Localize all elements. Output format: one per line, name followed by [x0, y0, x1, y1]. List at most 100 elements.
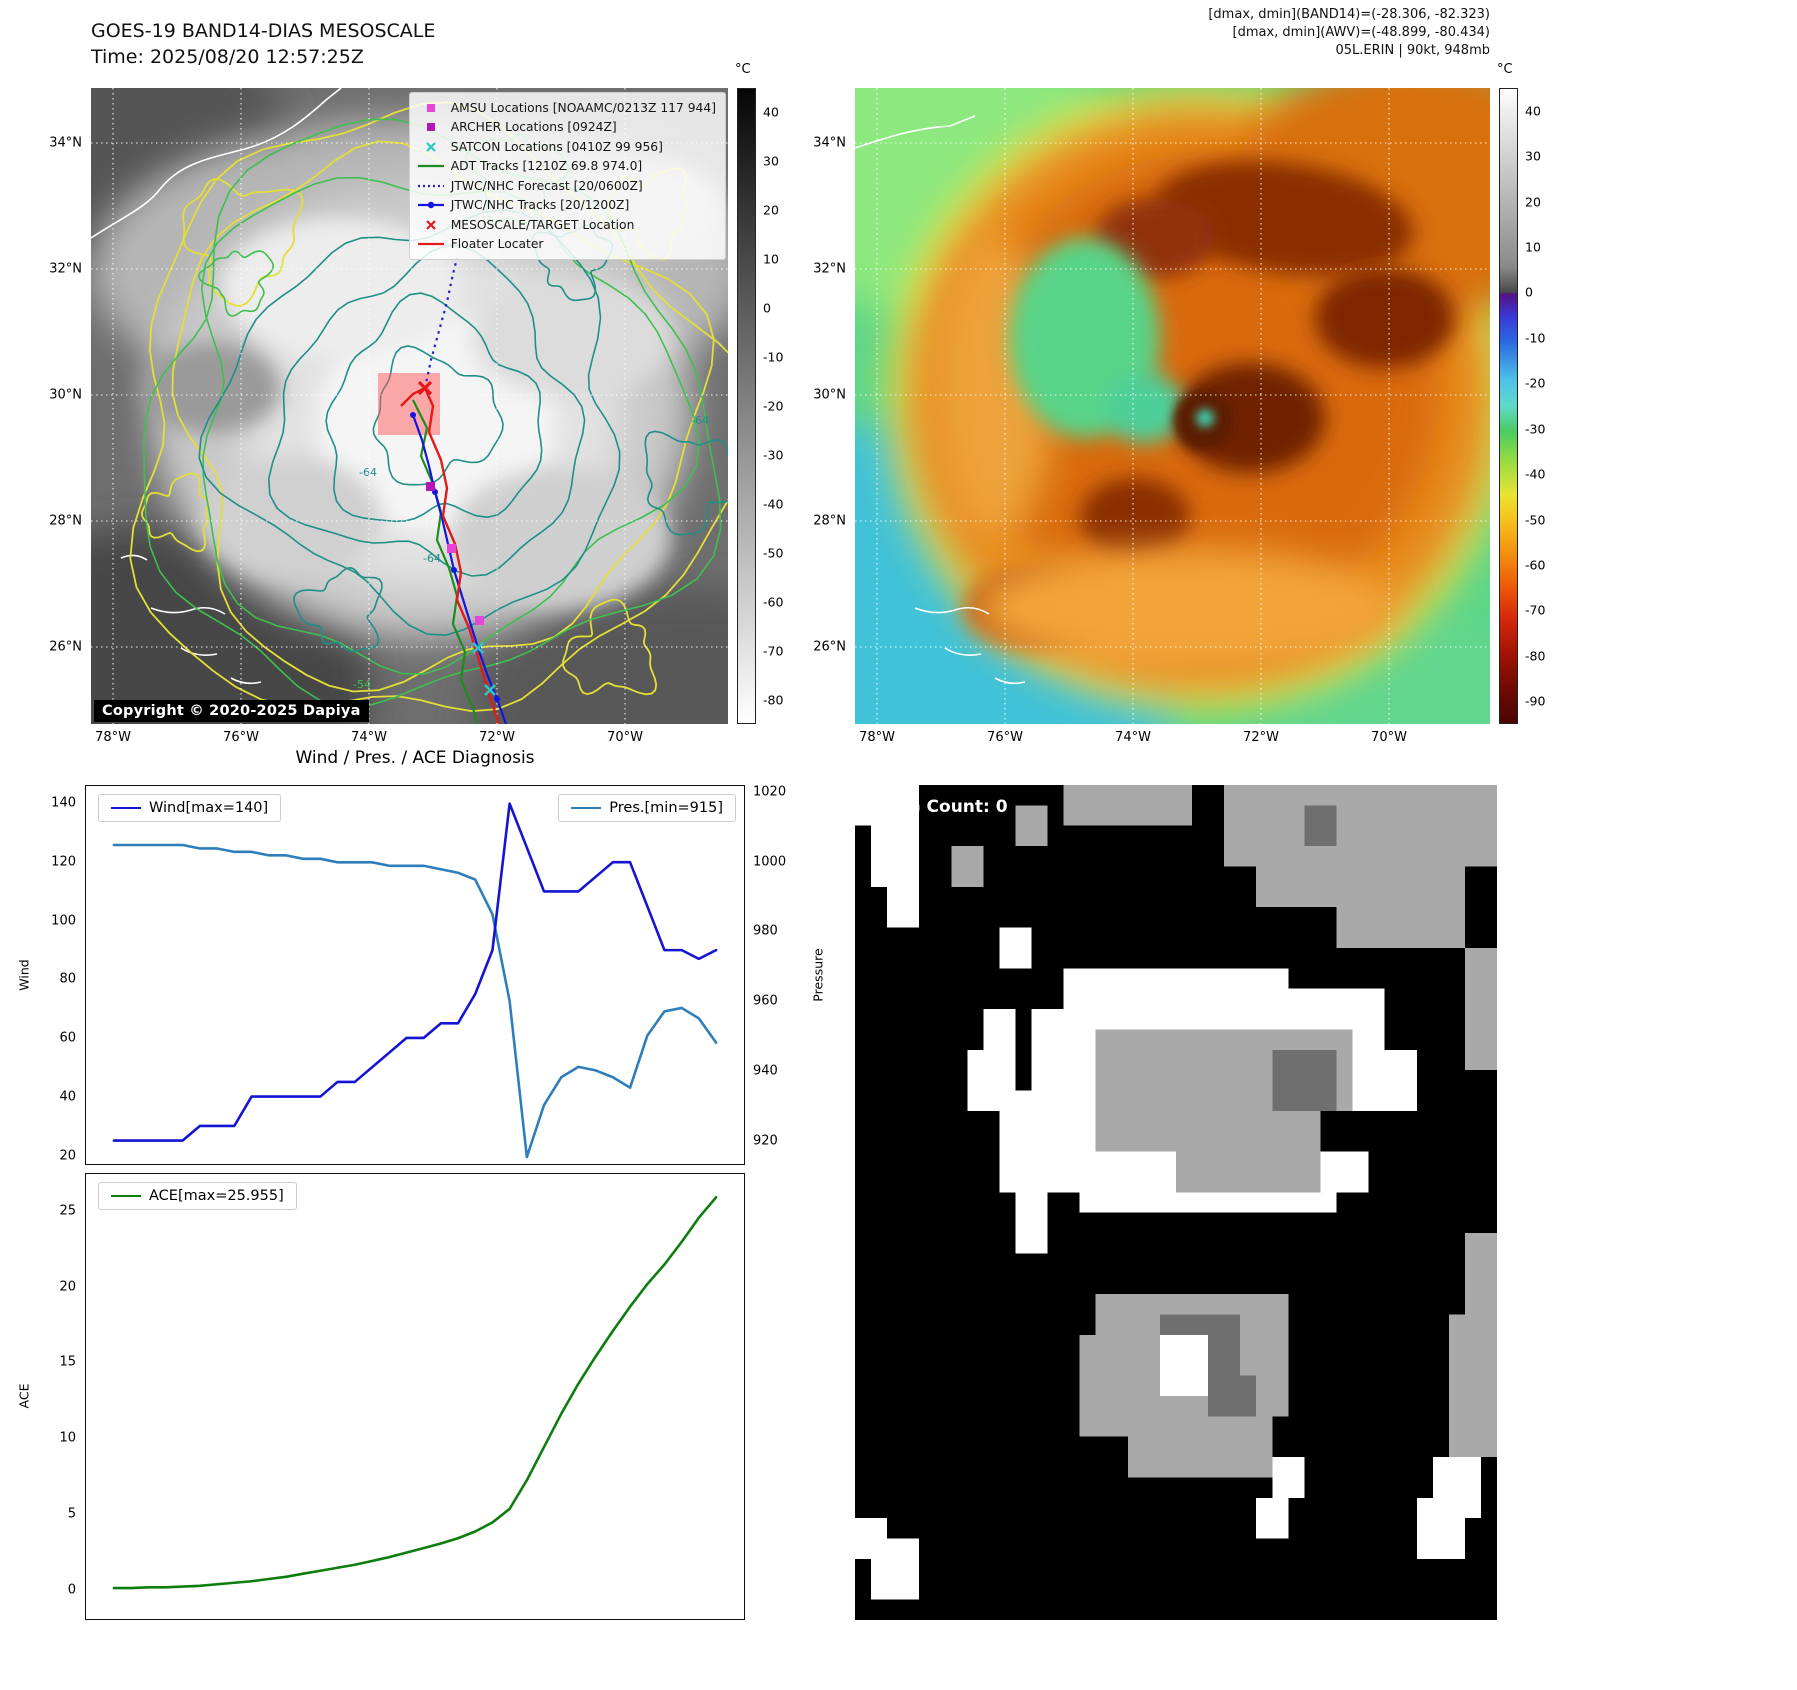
axis-tick-label: 15 — [59, 1354, 76, 1370]
colorbar-tick-label: 40 — [1525, 103, 1541, 119]
latlon-grid — [855, 88, 1490, 724]
lat-tick-label: 26°N — [813, 639, 846, 655]
contour-label: -64 — [423, 552, 441, 565]
dmax-band14-line: [dmax, dmin](BAND14)=(-28.306, -82.323) — [1208, 7, 1490, 22]
legend-item-label: SATCON Locations [0410Z 99 956] — [450, 139, 663, 154]
lat-tick-label: 32°N — [813, 261, 846, 277]
ace-axis-ticks: 0 5 10 15 20 25 — [38, 1173, 82, 1620]
contour-label: -54 — [353, 678, 371, 691]
lon-tick-label: 70°W — [607, 730, 643, 745]
wind-legend-label: Wind[max=140] — [149, 800, 269, 816]
colorbar-tick-label: -40 — [1525, 466, 1546, 482]
wmg-black-bites — [1320, 1009, 1433, 1152]
colorbar-tick-label: -40 — [763, 496, 784, 512]
square-marker-icon — [426, 123, 435, 132]
lat-tick-label: 34°N — [49, 135, 82, 151]
lon-tick-label: 78°W — [859, 730, 895, 745]
wind-axis-ticks: 20 40 60 80 100 120 140 — [38, 785, 82, 1165]
lat-tick-label: 30°N — [49, 387, 82, 403]
colorbar-tick-label: 10 — [1525, 239, 1541, 255]
colorbar-tick-label: 0 — [1525, 284, 1533, 300]
line-marker-icon — [417, 165, 444, 168]
axis-tick-label: 100 — [51, 913, 76, 928]
legend-item-label: ADT Tracks [1210Z 69.8 974.0] — [450, 159, 643, 174]
lat-tick-label: 34°N — [813, 135, 846, 151]
target-x-icon — [417, 380, 433, 396]
lon-tick-label: 70°W — [1371, 730, 1407, 745]
colorbar-tick-label: 10 — [763, 251, 779, 267]
lat-tick-label: 28°N — [49, 513, 82, 529]
legend-item: JTWC/NHC Tracks [20/1200Z] — [416, 196, 716, 216]
colorbar-tick-label: -80 — [763, 692, 784, 708]
axis-tick-label: 960 — [753, 993, 778, 1009]
legend-item: MESOSCALE/TARGET Location — [416, 215, 716, 235]
wind-legend: Wind[max=140] — [98, 794, 282, 822]
coastline — [91, 88, 342, 710]
amsu-marker — [475, 616, 484, 625]
colorbar-tick-label: 20 — [763, 202, 779, 218]
line-marker-icon — [417, 243, 444, 246]
axis-tick-label: 920 — [753, 1133, 778, 1149]
satcon-marker — [484, 684, 496, 696]
colorbar-tick-label: -60 — [1525, 557, 1546, 573]
colorbar-tick-label: -60 — [763, 594, 784, 610]
pressure-axis-ticks: 920 940 960 980 1000 1020 — [747, 784, 793, 1165]
lat-tick-label: 30°N — [813, 387, 846, 403]
storm-id-line: 05L.ERIN | 90kt, 948mb — [1335, 43, 1490, 58]
dmax-awv-line: [dmax, dmin](AWV)=(-48.899, -80.434) — [1232, 25, 1490, 40]
colorbar-tick-label: 0 — [763, 300, 771, 316]
legend-item: ADT Tracks [1210Z 69.8 974.0] — [416, 157, 716, 177]
wind-pressure-chart: Wind[max=140] Pres.[min=915] — [85, 785, 745, 1165]
storm-tracks — [378, 257, 508, 724]
legend-item: AMSU Locations [NOAAMC/0213Z 117 944] — [416, 98, 716, 118]
diagnosis-chart-title: Wind / Pres. / ACE Diagnosis — [295, 748, 535, 768]
colorbar-tick-label: -20 — [763, 398, 784, 414]
legend-item-label: AMSU Locations [NOAAMC/0213Z 117 944] — [450, 100, 716, 115]
coastline — [855, 115, 1026, 685]
map-legend: AMSU Locations [NOAAMC/0213Z 117 944] ARC… — [408, 92, 726, 260]
wmg-darkgray-pixels — [1159, 805, 1337, 1417]
pressure-legend: Pres.[min=915] — [558, 794, 736, 822]
lon-tick-label: 76°W — [987, 730, 1023, 745]
axis-tick-label: 140 — [51, 795, 76, 811]
x-marker-icon — [425, 141, 436, 152]
axis-tick-label: 10 — [59, 1430, 76, 1446]
band14-time: Time: 2025/08/20 12:57:25Z — [91, 46, 364, 68]
lat-tick-label: 28°N — [813, 513, 846, 529]
awv-lon-axis: 78°W 76°W 74°W 72°W 70°W — [855, 724, 1490, 748]
contour-label: -64 — [691, 414, 709, 427]
series-line — [112, 843, 718, 1159]
series-line — [112, 1196, 718, 1590]
pressure-legend-label: Pres.[min=915] — [609, 800, 723, 816]
axis-tick-label: 5 — [67, 1506, 76, 1522]
ace-plot — [112, 1196, 718, 1590]
axis-tick-label: 120 — [51, 854, 76, 870]
colorbar-tick-label: -10 — [1525, 330, 1546, 346]
lon-tick-label: 78°W — [95, 730, 131, 745]
legend-item: ARCHER Locations [0924Z] — [416, 118, 716, 138]
legend-item-label: ARCHER Locations [0924Z] — [450, 120, 617, 135]
pressure-line-icon — [571, 807, 602, 809]
ace-legend-label: ACE[max=25.955] — [149, 1188, 284, 1204]
wmg-panel: WMG Count: 0 — [855, 785, 1497, 1620]
satcon-marker — [472, 642, 484, 654]
band14-title: GOES-19 BAND14-DIAS MESOSCALE — [91, 20, 436, 42]
wind-line-icon — [111, 807, 141, 809]
band14-lon-axis: 78°W 76°W 74°W 72°W 70°W — [91, 724, 728, 748]
wmg-white-top-pixels — [1159, 1334, 1305, 1539]
legend-item-label: Floater Locater — [450, 237, 544, 252]
colorbar-tick-label: -10 — [763, 349, 784, 365]
axis-tick-label: 60 — [59, 1030, 76, 1046]
ace-legend: ACE[max=25.955] — [98, 1182, 297, 1210]
axis-tick-label: 25 — [59, 1203, 76, 1219]
legend-item-label: JTWC/NHC Tracks [20/1200Z] — [450, 198, 630, 213]
colorbar-tick-label: -70 — [1525, 602, 1546, 618]
colorbar-tick-label: -20 — [1525, 375, 1546, 391]
lat-tick-label: 26°N — [49, 639, 82, 655]
colorbar-tick-label: -30 — [763, 447, 784, 463]
colorbar-tick-label: -70 — [763, 643, 784, 659]
archer-marker — [426, 482, 435, 491]
legend-item: Floater Locater — [416, 235, 716, 255]
lon-tick-label: 76°W — [223, 730, 259, 745]
